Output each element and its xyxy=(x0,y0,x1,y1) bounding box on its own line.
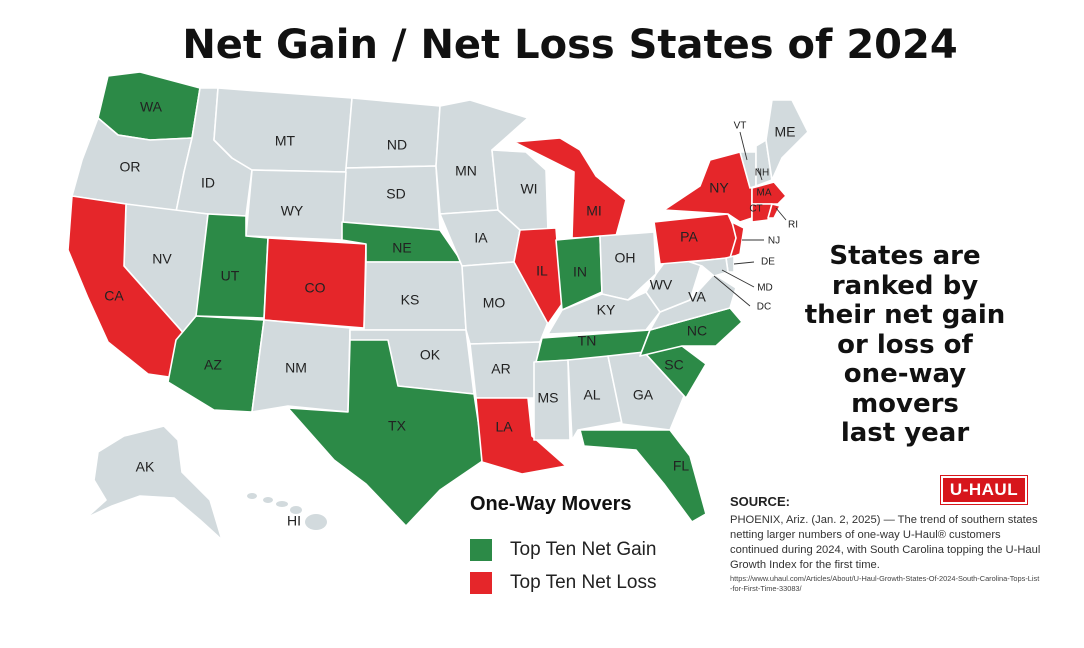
label-ak: AK xyxy=(136,459,155,475)
label-la: LA xyxy=(495,419,513,435)
callout-lines xyxy=(713,131,787,307)
label-wi: WI xyxy=(520,181,537,197)
label-ok: OK xyxy=(420,347,441,363)
legend-item-loss: Top Ten Net Loss xyxy=(470,572,656,594)
legend-swatch-loss xyxy=(470,572,492,594)
state-md xyxy=(689,257,729,277)
state-mi xyxy=(513,137,627,239)
state-oh xyxy=(599,231,657,301)
label-tx: TX xyxy=(388,418,407,434)
state-nd xyxy=(345,97,441,169)
state-nm xyxy=(251,319,351,413)
side-note-line: States are xyxy=(829,241,981,271)
label-ca: CA xyxy=(104,288,124,304)
legend-item-gain: Top Ten Net Gain xyxy=(470,539,656,561)
label-co: CO xyxy=(305,280,326,296)
source-link[interactable]: https://www.uhaul.com/Articles/About/U-H… xyxy=(730,574,1040,593)
label-ct: CT xyxy=(749,204,762,215)
source-body: PHOENIX, Ariz. (Jan. 2, 2025) — The tren… xyxy=(730,514,1041,571)
label-mn: MN xyxy=(455,163,477,179)
label-mt: MT xyxy=(275,133,296,149)
legend-label-loss: Top Ten Net Loss xyxy=(510,572,657,593)
label-ia: IA xyxy=(474,230,488,246)
label-az: AZ xyxy=(204,357,222,373)
state-me xyxy=(765,99,809,181)
label-ne: NE xyxy=(392,240,411,256)
label-fl: FL xyxy=(673,458,690,474)
label-hi: HI xyxy=(287,513,301,529)
legend-title: One-Way Movers xyxy=(470,493,632,515)
side-note-line: movers xyxy=(851,388,959,419)
label-ny: NY xyxy=(709,180,729,196)
state-al xyxy=(567,355,623,441)
label-ma: MA xyxy=(757,188,772,199)
label-ar: AR xyxy=(491,361,510,377)
label-nd: ND xyxy=(387,137,407,153)
label-ri: RI xyxy=(788,220,798,231)
label-il: IL xyxy=(536,263,548,279)
state-ga xyxy=(607,351,685,431)
state-ri xyxy=(767,203,781,219)
uhaul-logo: U-HAUL xyxy=(940,475,1028,505)
side-note-line: last year xyxy=(840,418,970,448)
state-labels: WA OR ID MT ND SD WY NV CA UT CO NE KS A… xyxy=(104,99,798,529)
label-pa: PA xyxy=(680,229,698,245)
label-mi: MI xyxy=(586,203,602,219)
label-vt: VT xyxy=(734,121,747,132)
state-il xyxy=(513,227,563,325)
state-hi xyxy=(247,493,327,530)
side-note-line: their net gain xyxy=(804,300,1006,330)
state-ak xyxy=(85,425,223,541)
label-sc: SC xyxy=(664,357,683,373)
label-wa: WA xyxy=(140,99,163,115)
label-me: ME xyxy=(775,124,796,140)
label-dc: DC xyxy=(757,302,771,313)
label-md: MD xyxy=(757,283,773,294)
label-id: ID xyxy=(201,175,215,191)
side-note-line: ranked by xyxy=(831,270,979,301)
side-note: States are ranked by their net gain or l… xyxy=(800,241,1010,449)
legend-label-gain: Top Ten Net Gain xyxy=(510,539,657,560)
state-fl xyxy=(579,429,707,523)
state-mt xyxy=(213,87,353,173)
legend-swatch-gain xyxy=(470,539,492,561)
label-nj: NJ xyxy=(768,236,780,247)
source-heading: SOURCE: xyxy=(730,494,790,509)
label-nc: NC xyxy=(687,323,707,339)
state-nj xyxy=(729,221,745,259)
state-tx xyxy=(287,339,485,527)
label-al: AL xyxy=(583,387,600,403)
label-ut: UT xyxy=(221,268,240,284)
state-ms xyxy=(533,359,571,441)
state-ma xyxy=(751,181,787,205)
label-oh: OH xyxy=(615,250,636,266)
state-ny xyxy=(663,151,753,223)
label-mo: MO xyxy=(483,295,506,311)
label-va: VA xyxy=(688,289,706,305)
label-de: DE xyxy=(761,257,775,268)
label-wy: WY xyxy=(281,203,304,219)
label-or: OR xyxy=(120,159,141,175)
label-ky: KY xyxy=(597,302,616,318)
label-ga: GA xyxy=(633,387,654,403)
label-wv: WV xyxy=(650,277,673,293)
page-title: Net Gain / Net Loss States of 2024 xyxy=(182,22,958,68)
label-nv: NV xyxy=(152,251,172,267)
label-nh: NH xyxy=(755,168,769,179)
label-tn: TN xyxy=(578,333,597,349)
label-in: IN xyxy=(573,264,587,280)
state-ca xyxy=(67,195,187,379)
side-note-line: one-way xyxy=(843,359,967,389)
side-note-line: or loss of xyxy=(837,329,973,360)
label-ms: MS xyxy=(538,390,559,406)
label-sd: SD xyxy=(386,186,405,202)
label-nm: NM xyxy=(285,360,307,376)
state-la xyxy=(475,397,567,475)
label-ks: KS xyxy=(401,292,420,308)
state-ct xyxy=(751,203,773,223)
